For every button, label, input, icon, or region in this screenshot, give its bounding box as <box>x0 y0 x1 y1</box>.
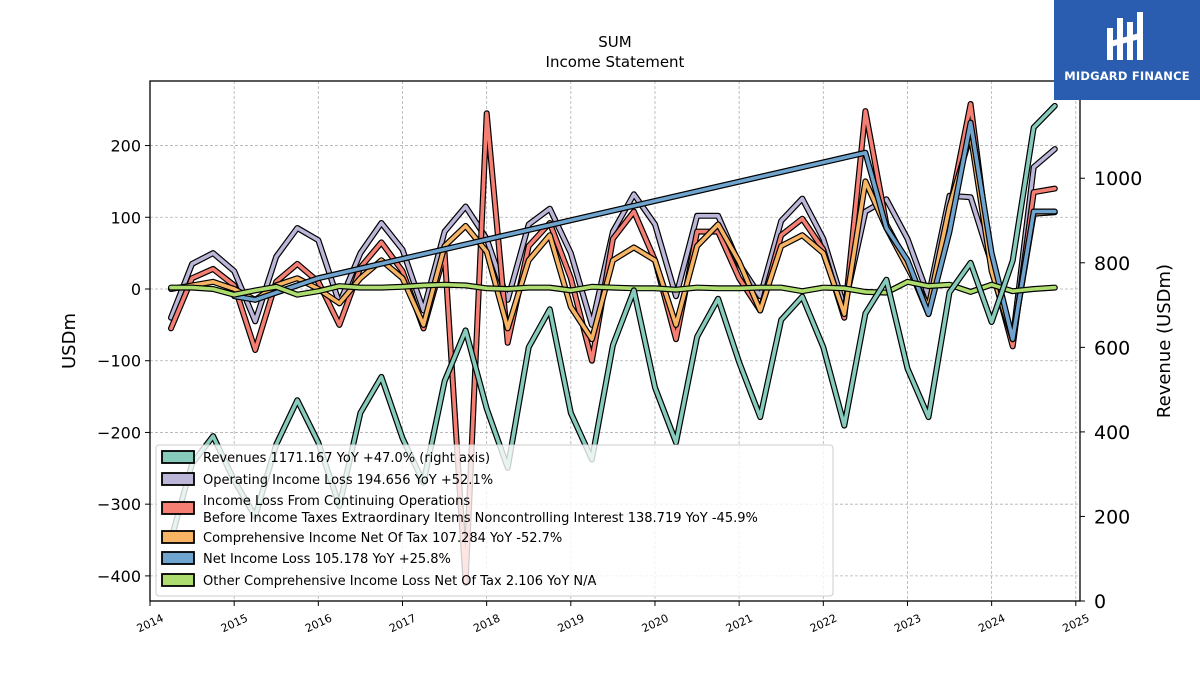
x-tick-label: 2020 <box>640 612 671 636</box>
legend-label: Comprehensive Income Net Of Tax 107.284 … <box>203 531 562 546</box>
y-tick-label: −300 <box>97 495 141 514</box>
y-tick-label: −200 <box>97 423 141 442</box>
x-tick-label: 2017 <box>387 612 418 636</box>
x-tick-label: 2022 <box>808 612 839 636</box>
x-tick-label: 2016 <box>303 612 334 636</box>
brand-mark-icon <box>1107 12 1143 60</box>
x-tick-label: 2015 <box>219 612 250 636</box>
legend-swatch <box>161 501 195 515</box>
x-tick-label: 2019 <box>556 612 587 636</box>
legend-swatch <box>161 472 195 486</box>
legend-label: Operating Income Loss 194.656 YoY +52.1% <box>203 473 493 488</box>
y-axis-right-label: Revenue (USDm) <box>1154 264 1175 418</box>
legend: Revenues 1171.167 YoY +47.0% (right axis… <box>155 444 834 597</box>
x-tick-label: 2024 <box>976 612 1007 636</box>
x-tick-label: 2018 <box>471 612 502 636</box>
y-tick-label: 100 <box>110 208 141 227</box>
series-line-revenues <box>169 104 1057 542</box>
series-layer <box>168 101 1058 587</box>
y-right-tick-label: 400 <box>1094 422 1130 444</box>
series-line-operating-income-loss <box>169 147 1057 342</box>
series-line-other-comprehensive-income-loss-net-of-tax <box>169 279 1057 297</box>
legend-swatch <box>161 530 195 544</box>
plot-frame <box>149 80 1081 602</box>
brand-logo: MIDGARD FINANCE <box>1054 0 1200 100</box>
x-tick-label: 2025 <box>1061 612 1092 636</box>
y-right-tick-label: 1000 <box>1094 168 1142 190</box>
y-tick-label: 200 <box>110 137 141 156</box>
legend-swatch <box>161 573 195 587</box>
legend-swatch <box>161 450 195 464</box>
legend-label: Before Income Taxes Extraordinary Items … <box>203 511 758 526</box>
x-tick-label: 2023 <box>892 612 923 636</box>
legend-swatch <box>161 551 195 565</box>
y-tick-label: −100 <box>97 352 141 371</box>
x-tick-label: 2014 <box>135 612 166 636</box>
y-right-tick-label: 600 <box>1094 337 1130 359</box>
chart-subtitle: Income Statement <box>546 53 685 71</box>
legend-label: Income Loss From Continuing Operations <box>203 494 470 509</box>
y-right-tick-label: 800 <box>1094 253 1130 275</box>
y-right-tick-label: 200 <box>1094 506 1130 528</box>
legend-label: Revenues 1171.167 YoY +47.0% (right axis… <box>203 451 490 466</box>
y-tick-label: 0 <box>131 280 141 299</box>
legend-label: Net Income Loss 105.178 YoY +25.8% <box>203 552 451 567</box>
legend-label: Other Comprehensive Income Loss Net Of T… <box>203 574 597 589</box>
brand-name: MIDGARD FINANCE <box>1064 69 1190 83</box>
x-tick-label: 2021 <box>724 612 755 636</box>
y-axis-label: USDm <box>59 313 80 369</box>
y-right-tick-label: 0 <box>1094 591 1106 613</box>
chart-title: SUM <box>598 33 631 51</box>
y-tick-label: −400 <box>97 567 141 586</box>
legend-box <box>155 444 834 597</box>
